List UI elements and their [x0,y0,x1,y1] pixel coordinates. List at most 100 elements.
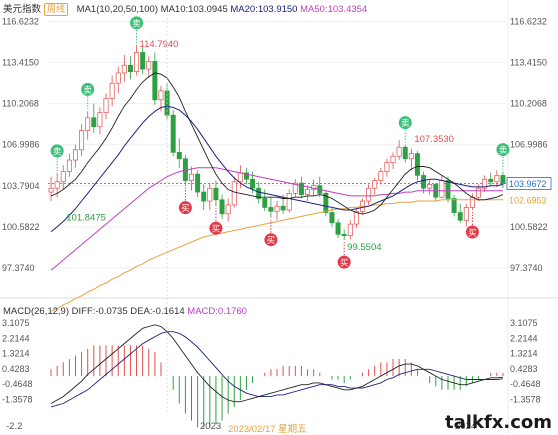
candle-body [79,130,85,151]
candle-body [402,146,408,160]
candle-body [451,198,457,213]
candle-body [286,193,292,211]
candle-body [207,187,213,202]
candle-body [274,205,280,212]
candle-body [219,199,225,215]
watermark: talkfx.com [445,412,552,433]
candle-body [378,171,384,181]
buy-signal-label: 买 [340,259,349,269]
macd-y-tick-right: 0.4283 [510,364,538,374]
macd-y-tick-left: 3.1075 [2,318,30,328]
ma20-line [50,105,504,233]
y-tick-left: 113.4150 [2,57,39,67]
sell-signal-badge [398,116,412,130]
candle-body [146,61,152,70]
macd-y-tick-left: 2.2144 [2,333,30,343]
candle-body [457,212,463,221]
extreme-label: 107.3530 [414,134,454,145]
macd-y-tick-left: 0.4283 [2,364,30,374]
buy-signal-label: 买 [212,225,221,235]
ma-legend-0: MA1(10,20,50,100) [76,4,159,15]
candle-body [158,90,164,101]
secondary-price-label: 102.6953 [509,195,547,205]
candle-body [268,207,274,212]
candle-body [127,64,133,72]
ma-legend-1: MA10:103.0945 [160,4,228,15]
buy-signal-badge [209,221,223,235]
candle-body [152,61,158,101]
period-tag[interactable]: 周线 [44,3,69,16]
candle-body [421,175,427,189]
y-tick-right: 116.6232 [510,16,547,26]
candle-body [427,184,433,189]
y-tick-right: 106.9986 [510,140,548,150]
macd-y-tick-left: 1.3214 [2,349,30,359]
macd-y-tick-right: -0.4648 [510,379,541,389]
current-price-label: 103.9672 [509,179,547,189]
sell-signal-label: 卖 [53,147,62,157]
candle-body [488,178,494,183]
macd-legend-1: DIFF:-0.0735 [71,306,128,317]
macd-legend-3: MACD:0.1760 [187,306,247,317]
macd-y-tick-right: -1.3578 [510,394,541,404]
macd-y-tick-right: 3.1075 [510,318,538,328]
candle-body [103,98,109,113]
candle-body [140,52,146,70]
buy-signal-label: 买 [181,204,190,214]
y-tick-right: 110.2068 [510,99,547,109]
buy-signal-label: 买 [267,236,276,246]
candle-body [72,149,78,161]
candle-body [231,181,237,206]
x-year-label: 2023 [200,421,222,432]
candle-body [97,112,103,128]
candle-body [213,187,219,201]
candle-body [408,153,414,160]
candle-body [414,153,420,176]
y-tick-left: 100.5822 [2,222,40,232]
candle-body [91,117,97,128]
candle-body [372,180,378,189]
current-price-label-box [506,177,552,190]
buy-signal-badge [264,233,278,247]
candle-body [54,181,60,189]
macd-legend: MACD(26,12,9) DIFF:-0.0735 DEA:-0.1614 M… [3,306,247,317]
candle-body [280,205,286,211]
sell-signal-label: 卖 [401,119,410,129]
x-left-value: -2.2 [6,421,23,432]
dea-line [50,331,503,408]
candle-body [292,182,298,194]
ma50-line [50,167,503,271]
candle-body [243,172,249,180]
y-tick-left: 110.2068 [2,99,39,109]
candle-body [439,180,445,198]
candle-body [189,173,194,181]
candle-body [66,159,72,172]
sell-signal-label: 卖 [132,19,141,29]
candle-body [298,182,304,195]
y-tick-right: 100.5822 [510,222,548,232]
candle-body [445,180,451,199]
candle-body [134,52,140,72]
candle-body [347,223,353,236]
candle-body [463,207,469,221]
diff-line [50,324,503,404]
buy-signal-label: 买 [468,229,477,239]
candle-body [115,72,121,84]
candle-body [305,189,311,195]
candle-body [329,212,335,224]
candle-body [366,187,372,202]
candle-body [469,196,475,208]
ma10-line [50,72,504,215]
macd-y-tick-left: -1.3578 [2,394,33,404]
extreme-label: 99.5504 [347,242,381,253]
y-tick-left: 103.7904 [2,181,40,191]
sell-signal-badge [496,143,510,157]
ma-legend-3: MA50:103.4354 [300,4,368,15]
candle-body [170,114,176,153]
candle-body [390,155,396,163]
y-tick-right: 97.3740 [510,263,543,273]
sell-signal-badge [81,82,95,96]
candle-body [323,193,329,213]
y-tick-left: 106.9986 [2,140,40,150]
